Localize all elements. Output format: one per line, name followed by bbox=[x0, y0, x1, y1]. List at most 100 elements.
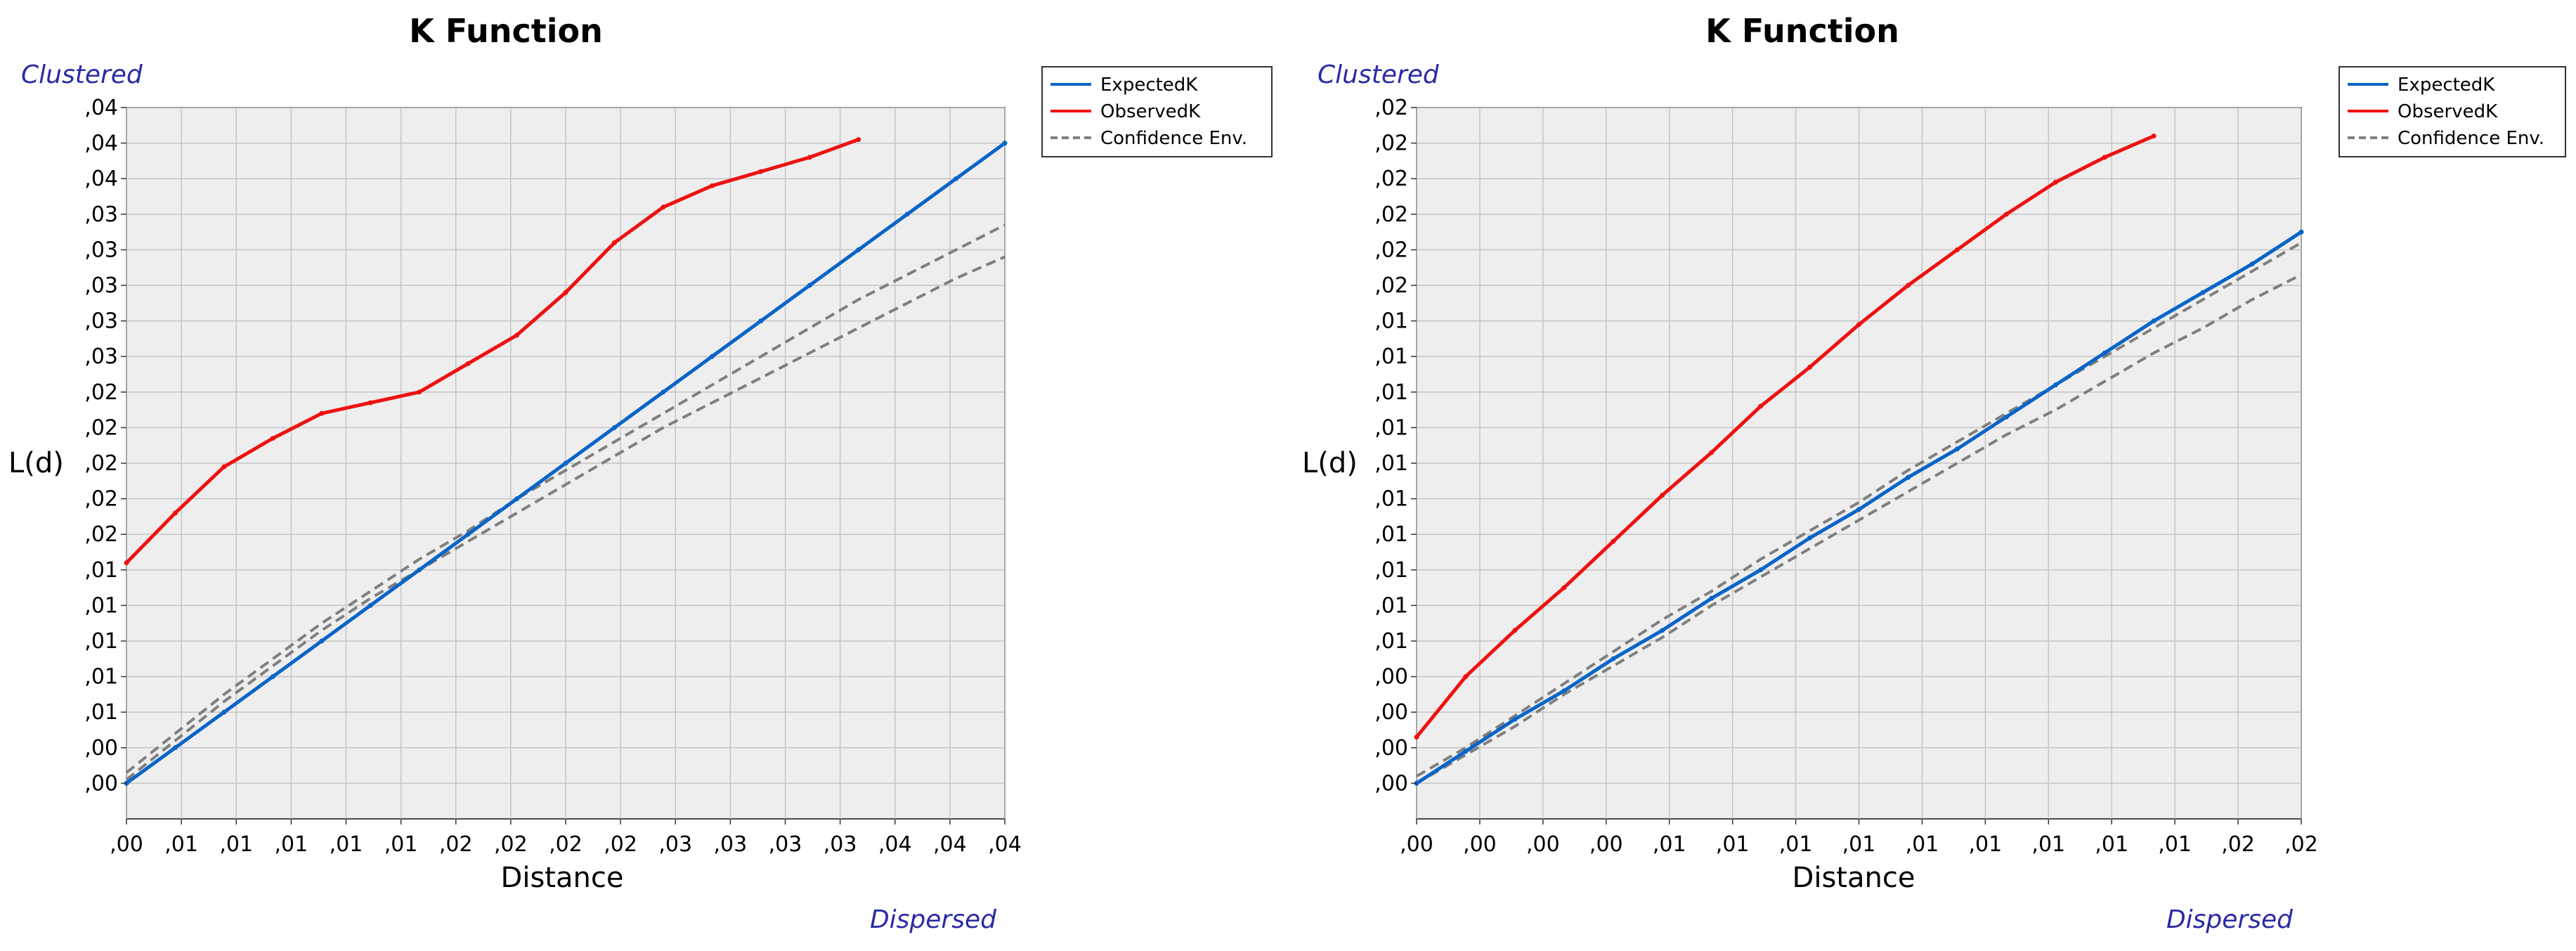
confidence-env-upper-line bbox=[1415, 241, 2303, 778]
expected-k-point bbox=[709, 354, 715, 359]
expected-k-point bbox=[2249, 261, 2255, 267]
y-tick-label: ,01 bbox=[1374, 593, 1408, 618]
expected-k-point bbox=[1561, 688, 1567, 694]
y-tick-label: ,01 bbox=[1374, 380, 1408, 405]
expected-k-point bbox=[1856, 507, 1861, 512]
y-tick-label: ,01 bbox=[84, 665, 118, 690]
expected-k-point bbox=[954, 176, 959, 181]
y-tick-label: ,04 bbox=[84, 131, 118, 156]
x-tick-label: ,00 bbox=[1589, 832, 1623, 857]
observed-k-point bbox=[514, 332, 520, 338]
x-tick-label: ,04 bbox=[878, 832, 912, 857]
expected-k-point bbox=[2102, 350, 2107, 356]
clustered-annotation: Clustered bbox=[1318, 60, 1440, 89]
x-tick-label: ,01 bbox=[2031, 832, 2065, 857]
expected-k-point bbox=[1660, 628, 1665, 633]
observed-k-point bbox=[2053, 179, 2058, 185]
y-tick-label: ,03 bbox=[84, 202, 118, 227]
x-tick-label: ,01 bbox=[1968, 832, 2002, 857]
y-tick-label: ,03 bbox=[84, 273, 118, 298]
confidence-env-lower-line bbox=[1415, 273, 2302, 785]
observed-k-point bbox=[1905, 283, 1911, 288]
observed-k-line bbox=[125, 138, 859, 564]
k-function-chart-right: K Function Clustered Dispersed L(d) Dist… bbox=[1288, 0, 2576, 951]
x-tick-label: ,02 bbox=[439, 832, 473, 857]
y-tick-label: ,02 bbox=[1374, 167, 1408, 191]
expected-k-point bbox=[1954, 446, 1960, 452]
observed-k-point bbox=[1807, 364, 1813, 370]
x-tick-label: ,03 bbox=[658, 832, 692, 857]
legend-label-observed: ObservedK bbox=[1100, 101, 1201, 122]
observed-k-point bbox=[1512, 628, 1518, 633]
observed-k-point bbox=[807, 155, 812, 160]
y-tick-label: ,01 bbox=[84, 593, 118, 618]
observed-k-point bbox=[1660, 493, 1665, 498]
y-tick-label: ,01 bbox=[1374, 344, 1408, 369]
x-tick-label: ,01 bbox=[1842, 832, 1876, 857]
expected-k-point bbox=[1463, 749, 1469, 754]
y-tick-label: ,02 bbox=[1374, 273, 1408, 298]
observed-k-point bbox=[1758, 403, 1764, 409]
observed-k-point bbox=[2102, 155, 2107, 160]
x-tick-label: ,00 bbox=[110, 832, 143, 857]
expected-k-point bbox=[661, 389, 666, 395]
expected-k-point bbox=[563, 460, 568, 466]
dispersed-annotation: Dispersed bbox=[870, 905, 997, 934]
y-tick-label: ,02 bbox=[84, 380, 118, 405]
chart-title: K Function bbox=[1705, 12, 1899, 50]
y-tick-label: ,04 bbox=[84, 167, 118, 191]
expected-k-point bbox=[1002, 141, 1008, 146]
observed-k-point bbox=[319, 410, 325, 416]
legend: ExpectedK ObservedK Confidence Env. bbox=[2338, 66, 2566, 157]
observed-k-point bbox=[367, 400, 373, 406]
expected-k-point bbox=[904, 212, 910, 217]
observed-k-point bbox=[417, 389, 422, 395]
observed-k-line bbox=[1415, 134, 2155, 739]
observed-k-point bbox=[465, 361, 471, 366]
expected-k-point bbox=[172, 745, 178, 751]
y-axis-label: L(d) bbox=[8, 447, 64, 479]
y-tick-labels: ,00 ,00 ,00 ,00 ,01 ,01 ,01 ,01 ,01 ,01 ,01 ,01 ,01,… bbox=[1374, 96, 1417, 796]
y-tick-label: ,02 bbox=[84, 451, 118, 476]
y-tick-label: ,03 bbox=[84, 344, 118, 369]
observed-k-point bbox=[563, 290, 568, 295]
observed-k-point bbox=[124, 560, 129, 566]
x-tick-label: ,01 bbox=[1716, 832, 1750, 857]
x-axis-label: Distance bbox=[1793, 862, 1915, 894]
y-tick-label: ,01 bbox=[1374, 487, 1408, 512]
y-tick-label: ,02 bbox=[84, 487, 118, 512]
legend-label-observed: ObservedK bbox=[2398, 101, 2498, 122]
expected-k-point bbox=[465, 531, 471, 537]
x-tick-label: ,04 bbox=[988, 832, 1022, 857]
legend-label-envelope: Confidence Env. bbox=[1100, 128, 1247, 149]
y-tick-label: ,01 bbox=[1374, 451, 1408, 476]
observed-k-point bbox=[1611, 538, 1616, 544]
x-tick-label: ,01 bbox=[164, 832, 198, 857]
x-tick-label: ,03 bbox=[824, 832, 857, 857]
y-tick-label: ,00 bbox=[84, 771, 118, 796]
observed-k-point bbox=[709, 183, 715, 188]
y-tick-label: ,03 bbox=[84, 309, 118, 334]
legend: ExpectedK ObservedK Confidence Env. bbox=[1041, 66, 1273, 157]
x-tick-label: ,02 bbox=[2221, 832, 2255, 857]
expected-k-point bbox=[1758, 567, 1764, 573]
expected-k-point bbox=[1709, 595, 1715, 601]
observed-k-point bbox=[758, 169, 764, 174]
x-tick-label: ,01 bbox=[1653, 832, 1686, 857]
expected-k-point bbox=[417, 567, 422, 573]
y-axis-label: L(d) bbox=[1302, 447, 1358, 479]
expected-k-point bbox=[807, 283, 812, 288]
x-tick-label: ,02 bbox=[604, 832, 637, 857]
expected-k-point bbox=[270, 674, 275, 680]
observed-k-point bbox=[221, 464, 227, 470]
y-tick-label: ,01 bbox=[1374, 558, 1408, 583]
x-tick-labels: ,00 ,01 ,01 ,01 ,01 ,01 ,02 ,02 ,02 ,02 ,03 ,03 ,03,… bbox=[110, 819, 1022, 857]
x-axis-label: Distance bbox=[501, 862, 624, 894]
expected-k-point bbox=[514, 496, 520, 502]
x-tick-label: ,01 bbox=[384, 832, 418, 857]
y-tick-label: ,01 bbox=[84, 700, 118, 725]
grid bbox=[1416, 107, 2302, 819]
expected-k-point bbox=[367, 602, 373, 608]
x-tick-label: ,00 bbox=[1400, 832, 1433, 857]
expected-k-point bbox=[1611, 656, 1616, 661]
